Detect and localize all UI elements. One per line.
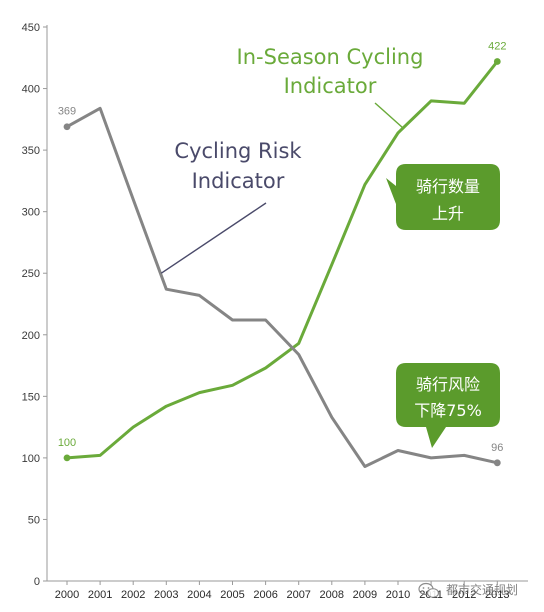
callout-rising-line1: 骑行数量 xyxy=(416,177,480,196)
x-tick-label: 2013 xyxy=(485,589,509,601)
y-tick-label: 350 xyxy=(22,145,40,157)
x-tick-label: 2003 xyxy=(154,589,178,601)
x-tick-label: 2004 xyxy=(187,589,211,601)
in-season-annotation-line1: In-Season Cycling xyxy=(237,45,424,69)
start-label-in-season: 100 xyxy=(58,437,76,449)
y-tick-label: 250 xyxy=(22,268,40,280)
callout-rising-bubble xyxy=(386,164,500,230)
callout-falling: 骑行风险 下降75% xyxy=(396,363,500,448)
watermark-text: 都市交通规划 xyxy=(446,582,518,597)
y-tick-label: 100 xyxy=(22,453,40,465)
y-tick-label: 0 xyxy=(34,576,40,588)
callout-falling-bubble xyxy=(396,363,500,448)
x-tick-label: 2000 xyxy=(55,589,79,601)
callout-rising-line2: 上升 xyxy=(432,204,464,223)
x-tick-label: 2002 xyxy=(121,589,145,601)
points-group xyxy=(63,58,501,467)
x-tick-label: 2005 xyxy=(220,589,244,601)
end-label-in-season: 422 xyxy=(488,40,506,52)
risk-annotation-line2: Indicator xyxy=(192,169,285,193)
y-tick-label: 300 xyxy=(22,207,40,219)
in-season-cycling-line-end-point xyxy=(493,58,501,65)
end-label-risk: 96 xyxy=(491,442,503,454)
y-tick-label: 450 xyxy=(22,22,40,34)
x-tick-label: 2001 xyxy=(88,589,112,601)
x-tick-label: 2010 xyxy=(386,589,410,601)
y-axis-ticks: 0 50 100 150 200 250 300 350 400 450 xyxy=(22,22,47,588)
x-tick-label: 2006 xyxy=(253,589,277,601)
start-label-risk: 369 xyxy=(58,106,76,118)
callout-falling-line1: 骑行风险 xyxy=(416,375,480,394)
wechat-icon xyxy=(418,582,440,598)
in-season-indicator-leader xyxy=(374,102,405,130)
y-tick-label: 150 xyxy=(22,391,40,403)
cycling-risk-line-start-point xyxy=(63,123,71,131)
in-season-annotation-line2: Indicator xyxy=(284,74,377,98)
x-tick-label: 2009 xyxy=(353,589,377,601)
x-tick-label: 2012 xyxy=(452,589,476,601)
in-season-cycling-line xyxy=(65,60,499,460)
risk-indicator-leader xyxy=(160,202,267,274)
y-tick-label: 50 xyxy=(28,514,40,526)
x-axis-ticks: 2000 2001 2002 2003 2004 2005 2006 2007 2008 2009… xyxy=(55,581,510,601)
axes xyxy=(46,25,528,582)
cycling-risk-line-end-point xyxy=(493,459,501,467)
in-season-cycling-line-start-point xyxy=(63,454,71,462)
x-tick-label: 2007 xyxy=(286,589,310,601)
x-tick-label: 2008 xyxy=(320,589,344,601)
y-tick-label: 200 xyxy=(22,330,40,342)
watermark: 都市交通规划 xyxy=(418,582,518,598)
cycling-risk-line xyxy=(65,106,499,468)
risk-annotation-line1: Cycling Risk xyxy=(174,139,302,163)
data-labels: 100 422 369 96 xyxy=(58,40,507,453)
y-tick-label: 400 xyxy=(22,84,40,96)
series-group xyxy=(65,60,499,468)
callout-falling-line2: 下降75% xyxy=(414,401,482,420)
callout-rising: 骑行数量 上升 xyxy=(386,164,500,230)
